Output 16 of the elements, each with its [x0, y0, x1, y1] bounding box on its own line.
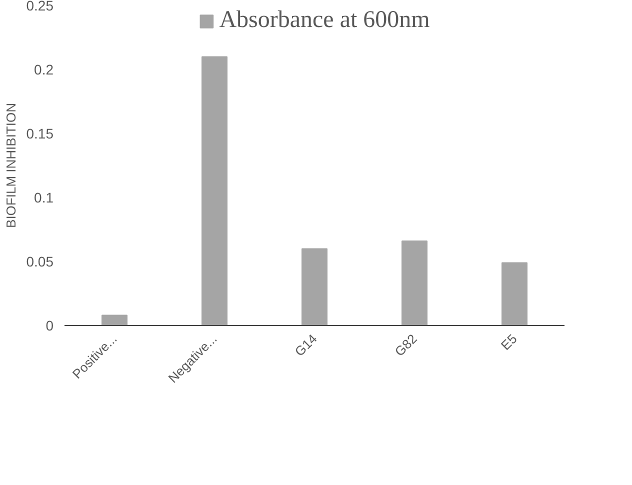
bar [402, 240, 428, 326]
y-tick-label: 0.05 [26, 254, 54, 270]
y-axis-title: BIOFILM INHIBITION [3, 103, 18, 228]
x-tick-label: G14 [292, 331, 320, 360]
y-tick-label: 0.25 [26, 0, 54, 14]
bar [102, 314, 128, 326]
y-tick-label: 0 [46, 318, 54, 334]
x-tick-label: G82 [392, 331, 420, 360]
y-tick-label: 0.2 [34, 62, 54, 78]
bar [502, 262, 528, 326]
y-tick-label: 0.15 [26, 126, 54, 142]
bar [202, 56, 228, 326]
y-tick-label: 0.1 [34, 190, 54, 206]
legend-label: Absorbance at 600nm [219, 7, 430, 34]
x-tick-label: E5 [498, 331, 520, 354]
bar [302, 248, 328, 326]
